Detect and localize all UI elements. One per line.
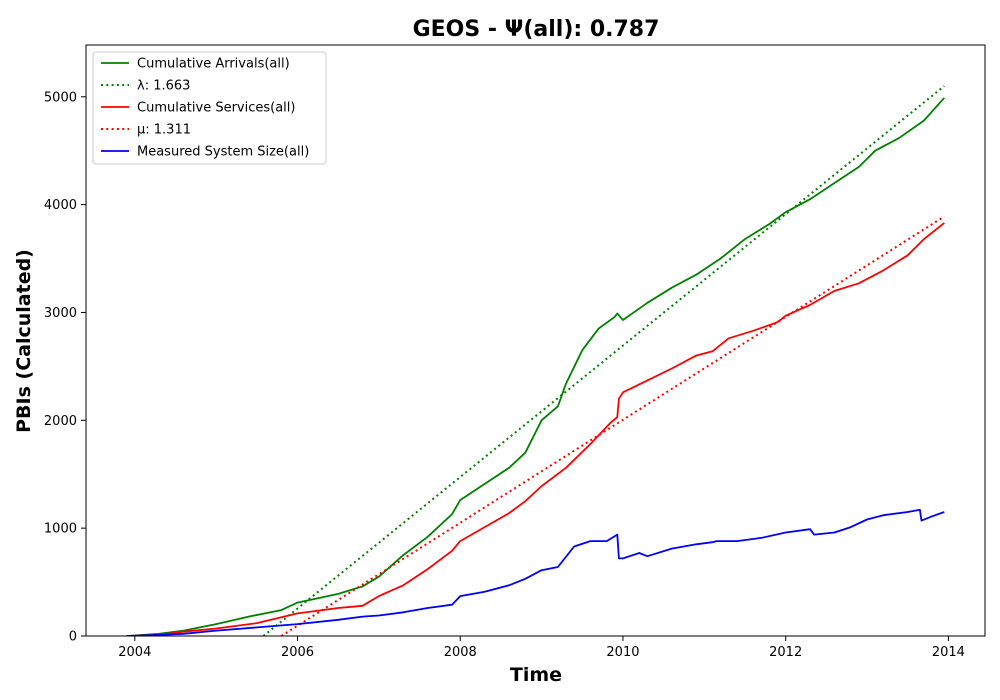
y-tick-label: 5000	[44, 90, 77, 105]
legend-label-1: Cumulative Arrivals(all)	[137, 57, 290, 72]
series-line-4	[280, 215, 945, 636]
legend-label-2: λ: 1.663	[137, 79, 190, 94]
series-line-5	[126, 508, 945, 636]
plot-frame	[85, 44, 986, 637]
x-tick-label: 2006	[281, 645, 314, 660]
legend-label-5: Measured System Size(all)	[137, 145, 309, 160]
y-tick-label: 1000	[44, 522, 77, 537]
y-axis-label: PBIs (Calculated)	[13, 249, 35, 433]
y-tick-label: 2000	[44, 414, 77, 429]
x-tick-label: 2008	[444, 645, 477, 660]
x-tick-label: 2014	[932, 645, 965, 660]
legend-label-3: Cumulative Services(all)	[137, 101, 295, 116]
legend: Cumulative Arrivals(all) λ: 1.663 Cumulati…	[92, 51, 327, 165]
x-axis: 2004 2006 2008 2010 2012 2014	[118, 636, 965, 660]
y-tick-label: 4000	[44, 198, 77, 213]
y-tick-label: 3000	[44, 306, 77, 321]
x-tick-label: 2012	[769, 645, 802, 660]
y-axis: 0 1000 2000 3000 4000 5000	[44, 90, 86, 645]
legend-label-4: μ: 1.311	[137, 123, 191, 138]
x-tick-label: 2010	[606, 645, 639, 660]
legend-box	[92, 51, 327, 165]
x-tick-label: 2004	[118, 645, 151, 660]
series-layer	[126, 85, 945, 636]
x-axis-label: Time	[510, 664, 562, 686]
series-line-2	[262, 85, 945, 636]
series-line-1	[126, 97, 945, 636]
y-tick-label: 0	[69, 630, 77, 645]
chart-title: GEOS - Ψ(all): 0.787	[413, 17, 660, 42]
